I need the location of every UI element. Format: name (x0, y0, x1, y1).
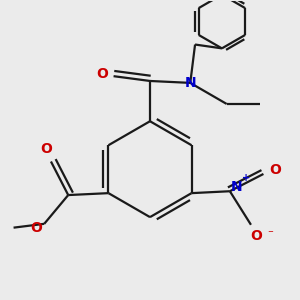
Text: O: O (96, 67, 108, 81)
Text: O: O (40, 142, 52, 156)
Text: N: N (231, 180, 242, 194)
Text: N: N (184, 76, 196, 90)
Text: O: O (269, 163, 281, 177)
Text: O: O (250, 229, 262, 243)
Text: ⁻: ⁻ (267, 230, 273, 239)
Text: O: O (31, 221, 43, 235)
Text: +: + (242, 173, 250, 183)
